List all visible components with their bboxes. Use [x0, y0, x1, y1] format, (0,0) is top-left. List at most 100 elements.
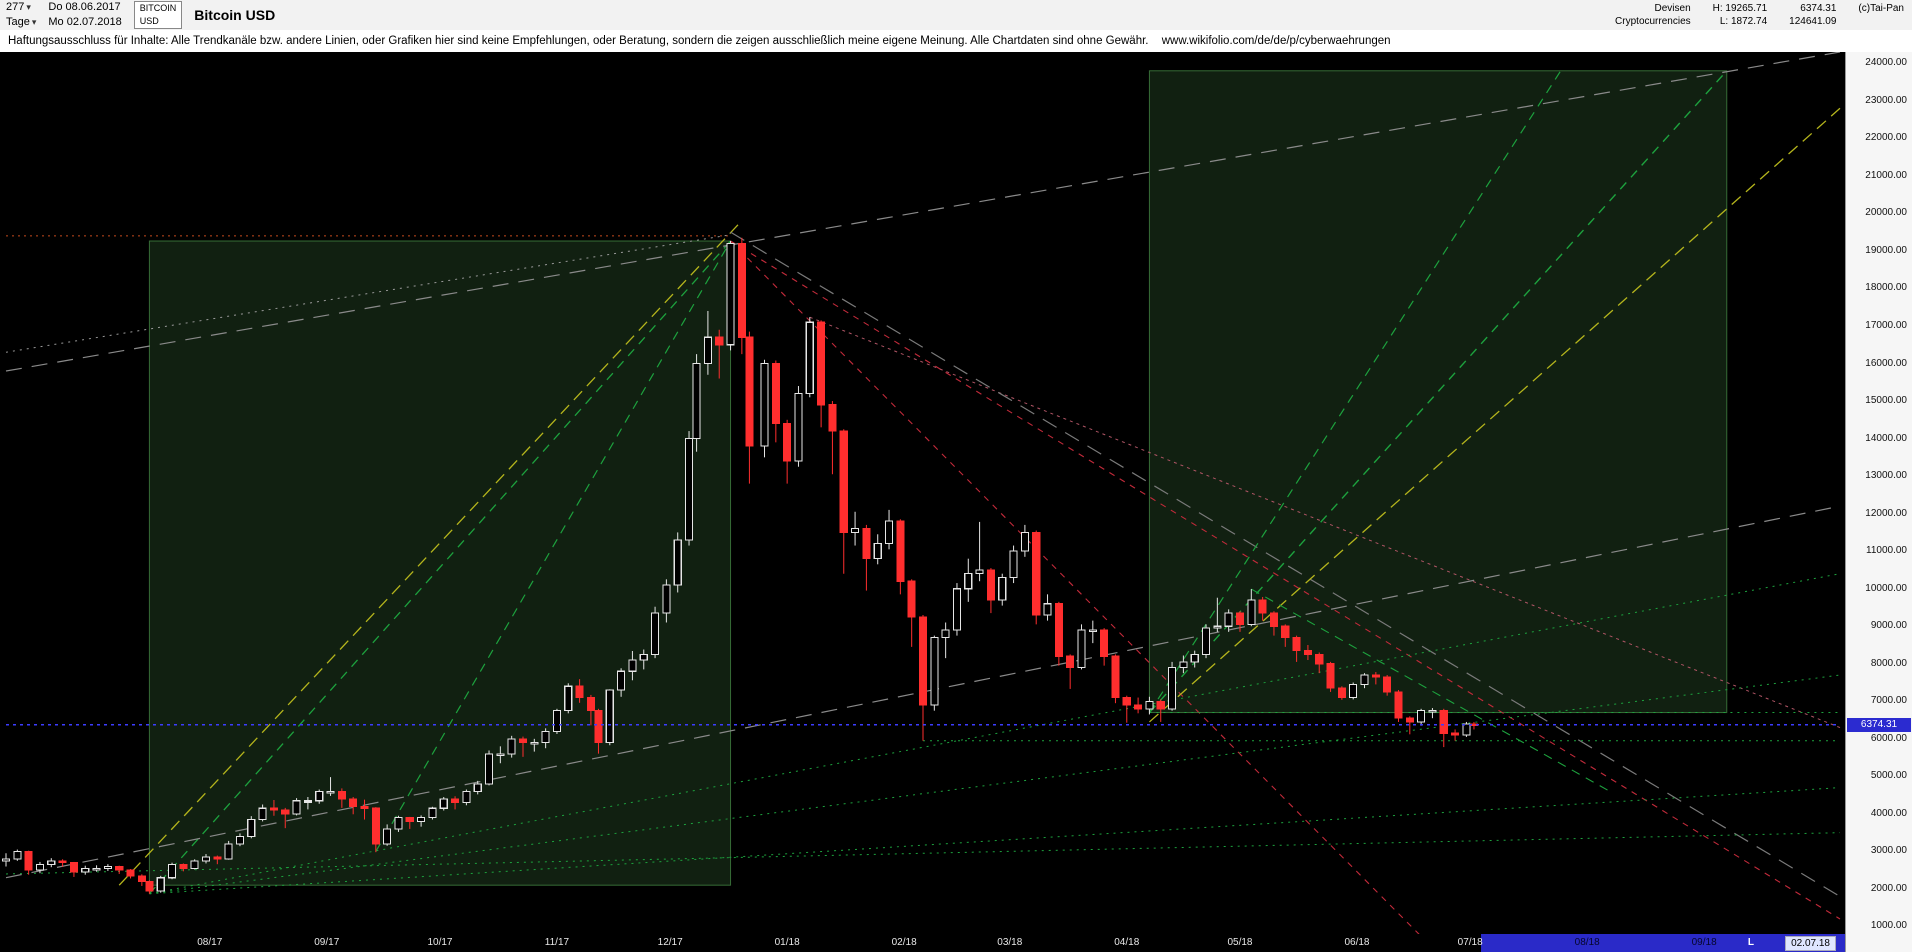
candlestick-chart[interactable] [0, 52, 1846, 934]
candle-body [1417, 710, 1426, 723]
candle-body [1360, 674, 1369, 685]
candle-body [349, 798, 358, 807]
candle-body [1383, 676, 1392, 693]
trend-line [730, 240, 1841, 920]
candle-body [851, 528, 860, 533]
candle-body [964, 573, 973, 590]
candle-body [907, 580, 916, 618]
time-axis-tick: 01/18 [774, 937, 800, 948]
candle-body [760, 362, 769, 447]
candle-body [1213, 625, 1222, 629]
high-low-block: H: 19265.71 L: 1872.74 [1713, 0, 1768, 30]
price-axis-tick: 13000.00 [1865, 470, 1907, 482]
candle-body [941, 629, 950, 639]
candle-body [1428, 710, 1437, 713]
candle-body [1235, 612, 1245, 625]
time-axis: L 02.07.18 08/17 09/17 10/17 11/17 12/17 01/1… [0, 934, 1846, 952]
candle-body [805, 321, 814, 395]
price-axis-tick: 9000.00 [1870, 620, 1907, 632]
trend-line [375, 240, 732, 852]
candle-body [1009, 550, 1018, 578]
bars-count-dropdown[interactable]: 277 ▾ [6, 1, 36, 14]
candle-body [92, 867, 101, 871]
candle-body [692, 362, 701, 440]
time-axis-tick: 02/18 [891, 937, 917, 948]
price-axis-tick: 6000.00 [1870, 732, 1907, 744]
candle-body [684, 438, 694, 541]
candle-body [156, 877, 165, 892]
price-axis: 6374.31 1000.00 2000.00 3000.00 4000.00 5000… [1845, 52, 1912, 934]
candle-body [360, 805, 369, 809]
candle-body [24, 850, 33, 871]
candle-body [715, 336, 724, 346]
candle-body [145, 880, 154, 892]
candle-body [417, 817, 426, 822]
candle-body [1190, 653, 1199, 663]
symbol-box[interactable]: BITCOIN USD [133, 1, 183, 29]
candle-body [617, 670, 626, 691]
price-axis-tick: 7000.00 [1870, 695, 1907, 707]
trend-line [1251, 588, 1611, 792]
price-axis-tick: 3000.00 [1870, 845, 1907, 857]
time-axis-tick: 10/17 [427, 937, 453, 948]
last-marker: L [1747, 937, 1754, 948]
candle-body [737, 242, 746, 338]
candle-body [496, 753, 505, 756]
candle-body [673, 539, 682, 586]
price-axis-tick: 8000.00 [1870, 657, 1907, 669]
candle-body [873, 543, 882, 560]
candle-body [137, 875, 146, 883]
candle-body [1462, 723, 1471, 736]
range-controls: 277 ▾ Tage ▾ [0, 0, 42, 30]
candle-body [651, 612, 660, 655]
time-axis-tick: 04/18 [1114, 937, 1140, 948]
candle-body [662, 584, 671, 614]
candle-body [103, 865, 112, 869]
candle-body [862, 528, 871, 560]
volume-value: 124641.09 [1789, 16, 1837, 27]
candle-body [1292, 636, 1301, 652]
price-axis-tick: 19000.00 [1865, 244, 1907, 256]
future-period-highlight [1481, 934, 1846, 952]
candle-body [530, 742, 539, 745]
header-right: Devisen Cryptocurrencies H: 19265.71 L: … [1615, 0, 1912, 30]
candle-body [1032, 531, 1041, 616]
time-axis-tick: 12/17 [657, 937, 683, 948]
candle-body [1349, 683, 1358, 699]
high-value: H: 19265.71 [1712, 3, 1768, 14]
candle-body [586, 696, 595, 712]
bars-count-value: 277 [6, 1, 25, 13]
candle-body [247, 818, 256, 837]
candle-body [258, 807, 267, 821]
candle-body [292, 800, 301, 815]
time-axis-tick: 08/17 [197, 937, 223, 948]
trend-line [1148, 107, 1841, 723]
trend-channel-box [148, 240, 732, 886]
candle-body [986, 569, 995, 601]
candle-body [190, 860, 199, 869]
candle-body [281, 809, 290, 815]
candle-body [484, 753, 494, 785]
candle-body [1043, 603, 1052, 616]
axis-corner [1845, 934, 1912, 952]
price-axis-tick: 20000.00 [1865, 207, 1907, 219]
candle-body [47, 860, 56, 866]
time-axis-tick: 09/17 [314, 937, 340, 948]
price-axis-tick: 23000.00 [1865, 94, 1907, 106]
chart-header: 277 ▾ Tage ▾ Do 08.06.2017 Mo 02.07.2018 B… [0, 0, 1912, 31]
price-axis-tick: 14000.00 [1865, 432, 1907, 444]
disclaimer-text: Haftungsausschluss für Inhalte: Alle Tre… [8, 35, 1149, 47]
candle-body [1281, 625, 1290, 639]
candle-body [201, 856, 211, 862]
category-line2: Cryptocurrencies [1615, 16, 1691, 27]
candle-body [884, 520, 894, 545]
chevron-down-icon: ▾ [26, 2, 31, 12]
wikifolio-link[interactable]: www.wikifolio.com/de/de/p/cyberwaehrunge… [1161, 35, 1391, 47]
period-dropdown[interactable]: Tage ▾ [6, 16, 36, 29]
candle-body [451, 798, 460, 804]
candle-body [1, 858, 11, 862]
date-to: Mo 02.07.2018 [48, 16, 122, 28]
candle-body [269, 807, 278, 811]
candle-body [1439, 710, 1448, 734]
candle-body [1315, 653, 1324, 665]
